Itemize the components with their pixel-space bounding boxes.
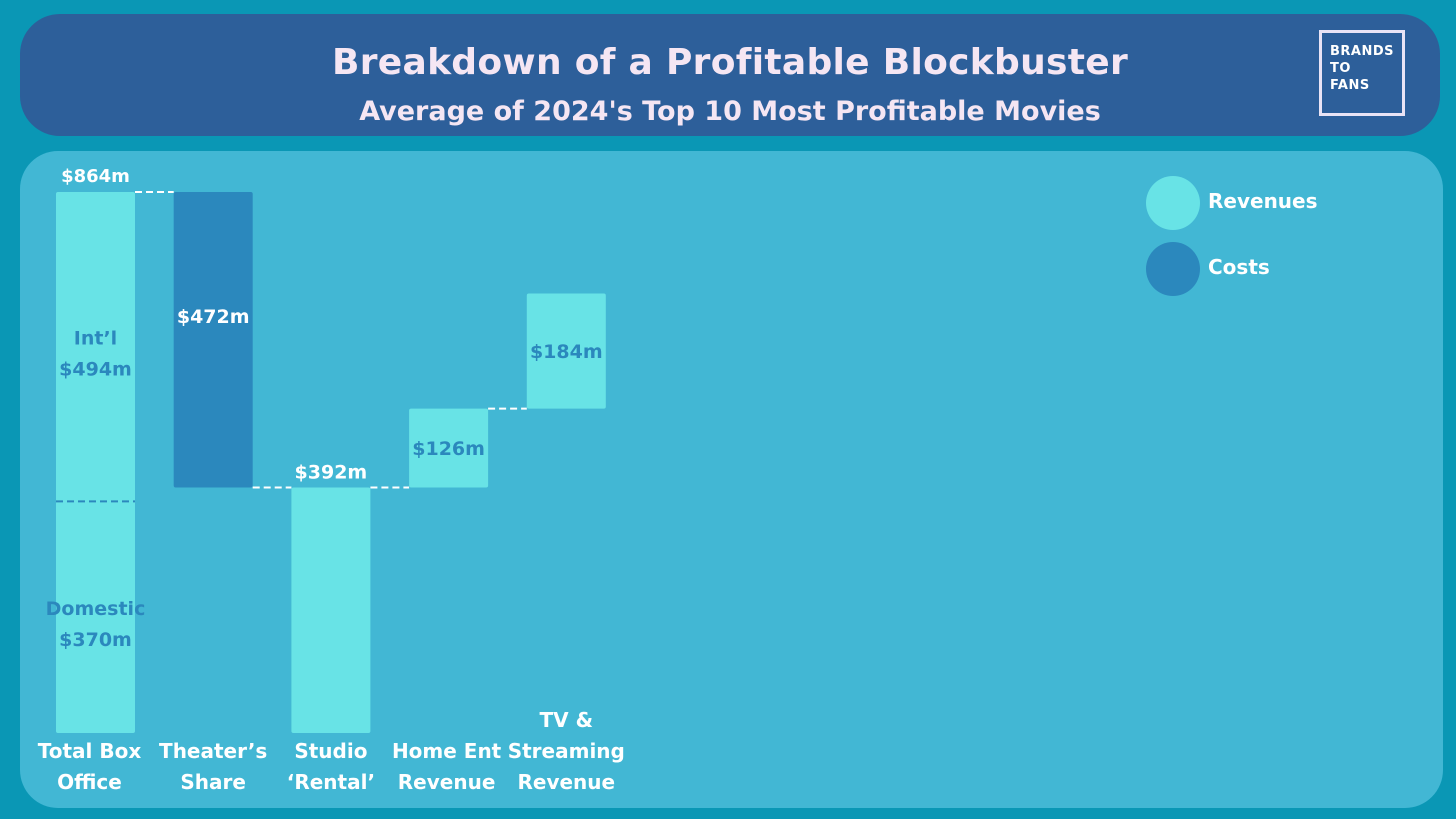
value-label-3: $126m xyxy=(412,438,485,460)
bar-2 xyxy=(291,487,371,733)
value-label-2: $392m xyxy=(295,462,368,484)
category-label-2-0: Studio xyxy=(294,739,367,763)
legend-label-revenues: Revenues xyxy=(1208,189,1318,213)
segment-label-value-1: $494m xyxy=(59,359,132,381)
value-label-4: $184m xyxy=(530,341,603,363)
legend-swatch-revenues xyxy=(1146,176,1200,230)
legend-swatch-costs xyxy=(1146,242,1200,296)
logo-line: BRANDS xyxy=(1330,44,1395,59)
segment-label-name-0: Domestic xyxy=(46,598,146,620)
category-label-1-0: Theater’s xyxy=(159,739,267,763)
category-label-4-1: Streaming xyxy=(508,739,625,763)
category-label-2-1: ‘Rental’ xyxy=(287,770,375,794)
bar-3 xyxy=(409,408,489,488)
category-label-0-0: Total Box xyxy=(38,739,142,763)
category-label-4-2: Revenue xyxy=(517,770,615,794)
logo-line: FANS xyxy=(1330,78,1370,93)
header-banner: Breakdown of a Profitable Blockbuster Av… xyxy=(20,14,1440,136)
value-label-1: $472m xyxy=(177,306,250,328)
category-label-0-1: Office xyxy=(57,770,122,794)
chart-subtitle: Average of 2024's Top 10 Most Profitable… xyxy=(359,96,1101,127)
category-label-4-0: TV & xyxy=(540,708,594,732)
bar-1 xyxy=(173,192,253,488)
chart-title: Breakdown of a Profitable Blockbuster xyxy=(331,42,1129,83)
category-label-3-0: Home Ent xyxy=(392,739,502,763)
category-label-1-1: Share xyxy=(180,770,246,794)
bar-4 xyxy=(526,293,606,409)
legend-label-costs: Costs xyxy=(1208,255,1270,279)
category-label-3-1: Revenue xyxy=(398,770,496,794)
brand-logo: BRANDS TO FANS xyxy=(1319,30,1405,116)
logo-line: TO xyxy=(1330,61,1351,76)
segment-label-name-1: Int’l xyxy=(74,328,117,350)
bar-0 xyxy=(56,192,135,733)
total-label-0: $864m xyxy=(61,166,130,187)
waterfall-chart: Domestic $370m Int’l $494m $864m Total Box Off… xyxy=(38,166,625,794)
chart-panel: Domestic $370m Int’l $494m $864m Total Box Off… xyxy=(20,151,1443,808)
segment-label-value-0: $370m xyxy=(59,629,132,651)
